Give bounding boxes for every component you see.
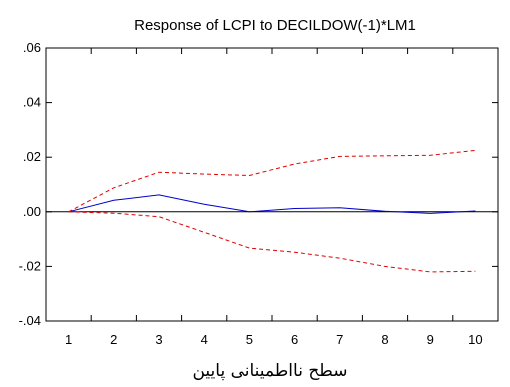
x-axis-caption: سطح نااطمینانی پایین (192, 361, 347, 381)
x-tick-label: 2 (110, 332, 117, 347)
x-axis: 1 2 3 4 5 6 7 8 9 10 (65, 48, 483, 347)
chart-title: Response of LCPI to DECILDOW(-1)*LM1 (134, 17, 416, 34)
response-line (68, 194, 476, 214)
x-tick-label: 3 (155, 332, 162, 347)
x-tick-label: 10 (468, 332, 482, 347)
x-tick-label: 6 (291, 332, 298, 347)
y-tick-label: -.04 (19, 313, 41, 328)
y-tick-label: .06 (23, 40, 41, 55)
plot-area-frame (45, 47, 499, 322)
series-layer (68, 149, 476, 273)
x-tick-label: 5 (246, 332, 253, 347)
y-tick-label: .00 (23, 204, 41, 219)
y-tick-label: .04 (23, 95, 41, 110)
x-tick-label: 8 (381, 332, 388, 347)
lower-band-line (68, 211, 476, 273)
y-axis: .06 .04 .02 .00 -.02 -.04 (19, 40, 498, 328)
x-tick-label: 1 (65, 332, 72, 347)
x-tick-label: 9 (427, 332, 434, 347)
y-tick-label: -.02 (19, 258, 41, 273)
y-tick-label: .02 (23, 149, 41, 164)
x-tick-label: 4 (201, 332, 208, 347)
upper-band-line (68, 149, 476, 213)
x-tick-label: 7 (336, 332, 343, 347)
